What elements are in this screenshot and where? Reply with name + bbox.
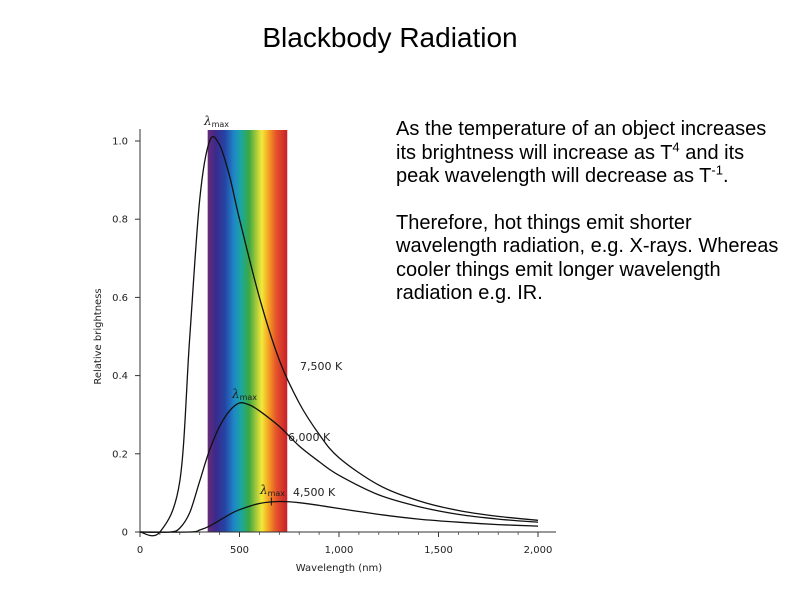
paragraph-1-part-1: As the temperature of an object increase… bbox=[396, 118, 767, 164]
curve-6000k bbox=[139, 402, 539, 533]
series-label-6000k: 6,000 K bbox=[288, 431, 331, 444]
lambda-max-label-7500k: λmax bbox=[203, 114, 229, 129]
y-tick-label: 0.6 bbox=[112, 293, 128, 304]
y-tick-label: 0.4 bbox=[112, 371, 128, 382]
series-curves bbox=[139, 136, 539, 537]
annotations: 7,500 K λmax 6,000 K λmax 4,500 K λmax bbox=[203, 114, 343, 506]
x-tick-label: 1,500 bbox=[424, 545, 453, 556]
y-tick-label: 1.0 bbox=[112, 137, 128, 148]
explanation-paragraph-1: As the temperature of an object increase… bbox=[396, 118, 786, 189]
explanation-text: As the temperature of an object increase… bbox=[396, 118, 786, 329]
curve-4500k bbox=[139, 500, 539, 533]
series-label-4500k: 4,500 K bbox=[293, 486, 336, 499]
curve-7500k bbox=[139, 136, 539, 537]
x-axis-title: Wavelength (nm) bbox=[296, 563, 382, 574]
x-tick-label: 0 bbox=[137, 545, 143, 556]
x-tick-label: 1,000 bbox=[325, 545, 354, 556]
explanation-paragraph-2: Therefore, hot things emit shorter wavel… bbox=[396, 211, 779, 305]
y-tick-label: 0.2 bbox=[112, 449, 128, 460]
y-tick-label: 0 bbox=[122, 528, 128, 539]
lambda-max-label-6000k: λmax bbox=[231, 387, 257, 402]
x-tick-label: 2,000 bbox=[524, 545, 553, 556]
y-tick-label: 0.8 bbox=[112, 215, 128, 226]
lambda-max-label-4500k: λmax bbox=[259, 483, 285, 498]
exponent-minus-1: -1 bbox=[711, 162, 723, 178]
x-tick-label: 500 bbox=[230, 545, 249, 556]
exponent-4: 4 bbox=[672, 138, 680, 154]
slide-title: Blackbody Radiation bbox=[262, 22, 518, 53]
y-axis: 0 0.2 0.4 0.6 0.8 1.0 bbox=[112, 129, 141, 539]
x-axis: 0 500 1,000 1,500 2,000 bbox=[137, 531, 556, 556]
series-label-7500k: 7,500 K bbox=[300, 360, 343, 373]
paragraph-1-part-2: and its peak wavelength will decrease as… bbox=[396, 141, 745, 188]
y-axis-title: Relative brightness bbox=[93, 288, 104, 384]
paragraph-1-part-3: . bbox=[722, 165, 729, 187]
visible-spectrum-band bbox=[207, 130, 288, 532]
